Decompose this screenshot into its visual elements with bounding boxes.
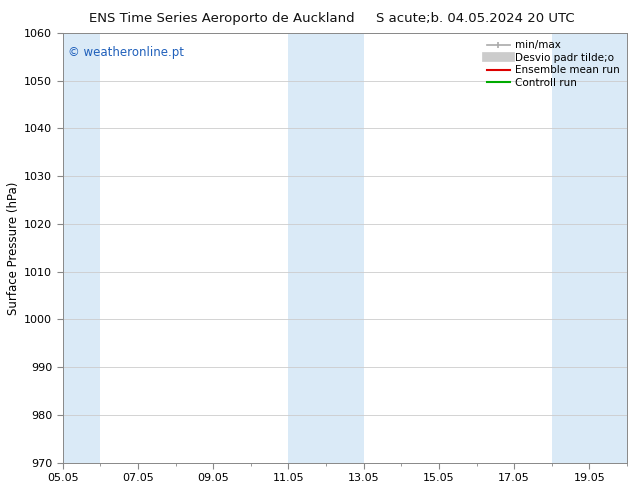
Text: © weatheronline.pt: © weatheronline.pt <box>68 46 184 59</box>
Bar <box>552 33 627 463</box>
Legend: min/max, Desvio padr tilde;o, Ensemble mean run, Controll run: min/max, Desvio padr tilde;o, Ensemble m… <box>485 38 622 90</box>
Text: ENS Time Series Aeroporto de Auckland: ENS Time Series Aeroporto de Auckland <box>89 12 354 25</box>
Text: S acute;b. 04.05.2024 20 UTC: S acute;b. 04.05.2024 20 UTC <box>376 12 575 25</box>
Bar <box>288 33 364 463</box>
Y-axis label: Surface Pressure (hPa): Surface Pressure (hPa) <box>7 181 20 315</box>
Bar <box>63 33 100 463</box>
